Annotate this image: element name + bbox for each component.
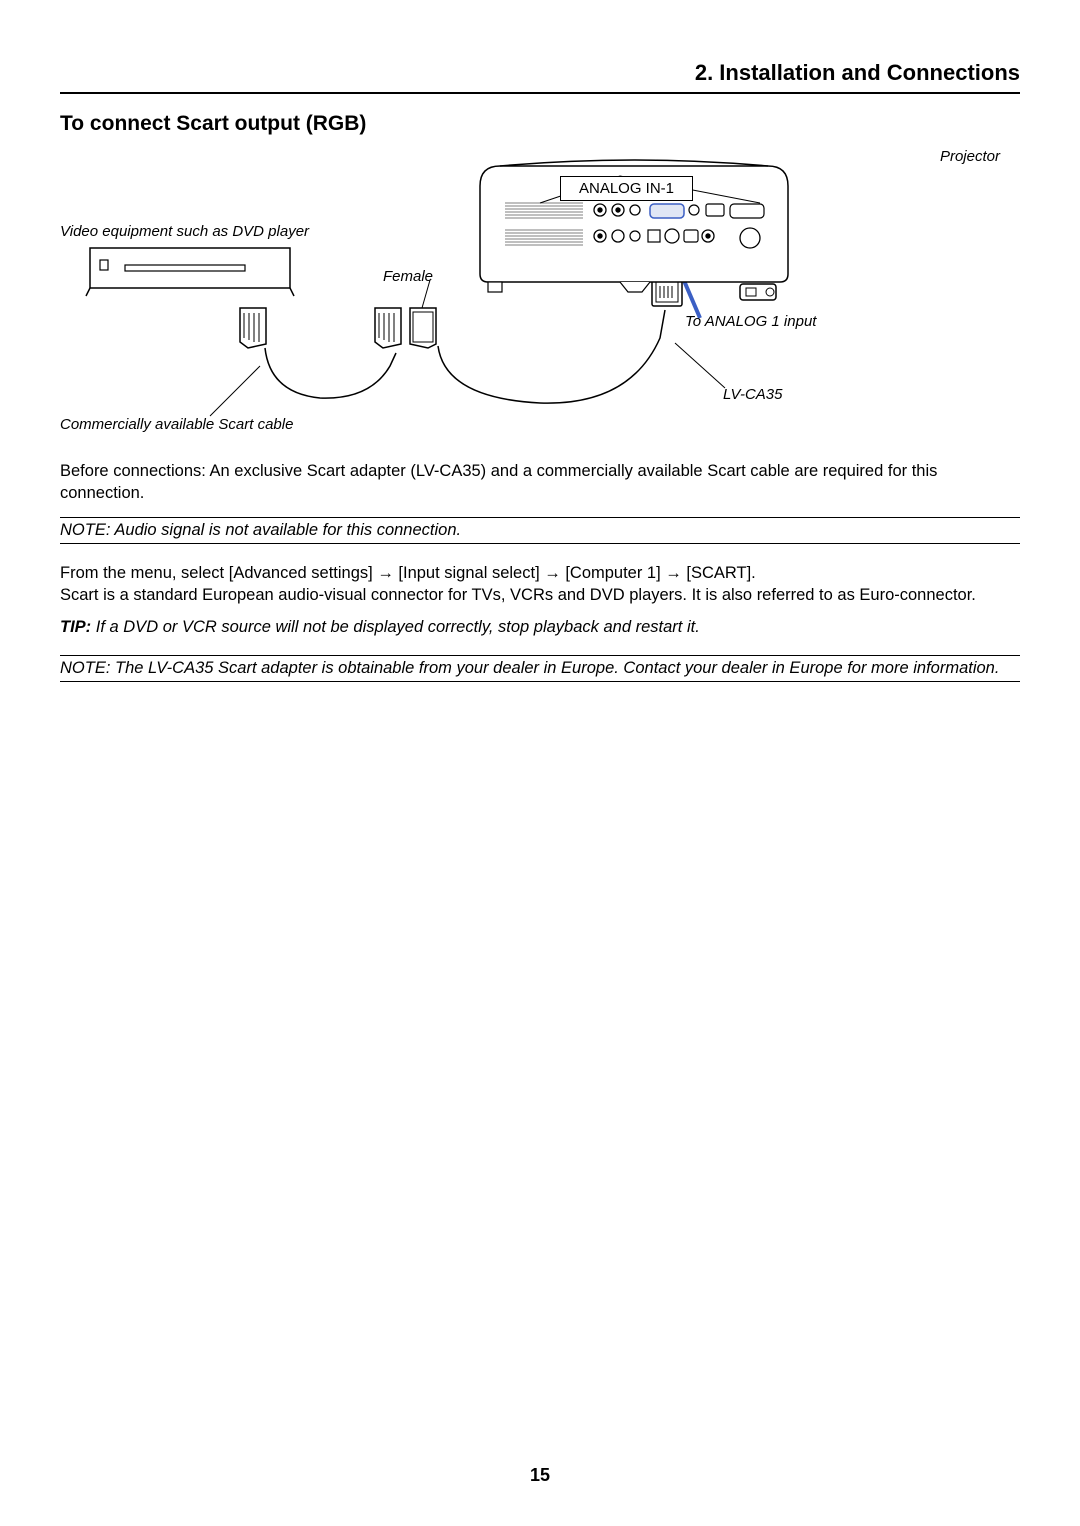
tip-label: TIP: [60,618,91,636]
scart-description-line: Scart is a standard European audio-visua… [60,586,976,604]
label-video-equipment: Video equipment such as DVD player [60,223,309,240]
menu-path-line: From the menu, select [Advanced settings… [60,564,756,582]
label-lvca35: LV-CA35 [723,386,782,403]
sub-header: To connect Scart output (RGB) [60,112,1020,136]
label-analog-in: ANALOG IN-1 [560,176,693,201]
page-number: 15 [0,1465,1080,1486]
label-commercially-cable: Commercially available Scart cable [60,416,293,433]
tip-text: If a DVD or VCR source will not be displ… [91,618,700,636]
note-audio-signal: NOTE: Audio signal is not available for … [60,517,1020,544]
paragraph-before-connections: Before connections: An exclusive Scart a… [60,460,1020,505]
connection-diagram: Video equipment such as DVD player Comme… [60,148,1020,448]
label-female: Female [383,268,433,285]
label-projector: Projector [940,148,1000,165]
diagram-svg [60,148,1020,448]
section-header: 2. Installation and Connections [60,60,1020,94]
tip-block: TIP: If a DVD or VCR source will not be … [60,618,1020,637]
paragraph-menu-and-scart: From the menu, select [Advanced settings… [60,562,1020,607]
label-to-analog-input: To ANALOG 1 input [685,313,816,330]
note-lvca35-dealer: NOTE: The LV-CA35 Scart adapter is obtai… [60,655,1020,682]
